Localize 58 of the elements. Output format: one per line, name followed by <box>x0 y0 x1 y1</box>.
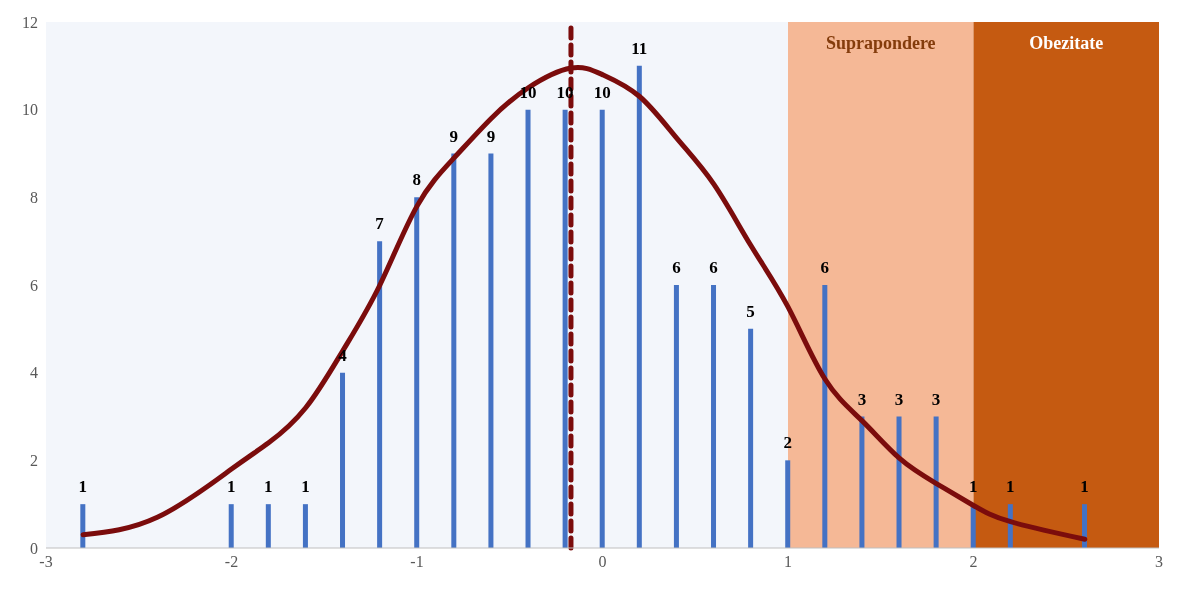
bar <box>228 504 234 548</box>
data-label: 1 <box>226 477 236 497</box>
data-label: 8 <box>412 170 421 190</box>
y-tick-label: 8 <box>30 189 38 207</box>
data-label: 3 <box>931 389 941 409</box>
data-label: 9 <box>449 126 459 146</box>
bar <box>748 328 754 548</box>
bar <box>859 416 865 548</box>
bar <box>302 504 308 548</box>
bar <box>822 285 828 548</box>
bar <box>488 153 494 548</box>
data-label: 4 <box>338 345 348 365</box>
x-tick-label: 1 <box>784 553 792 571</box>
bar <box>785 460 791 548</box>
bar <box>340 372 346 548</box>
x-tick-label: 2 <box>969 553 978 571</box>
x-tick-label: 3 <box>1155 553 1163 571</box>
data-label: 2 <box>783 433 792 453</box>
data-label: 11 <box>631 38 648 58</box>
bar <box>896 416 902 548</box>
bar <box>525 109 531 548</box>
data-label: 5 <box>746 301 755 321</box>
data-label: 1 <box>264 477 273 497</box>
bar <box>599 109 605 548</box>
data-label: 1 <box>301 477 310 497</box>
data-label: 1 <box>1006 477 1015 497</box>
bar <box>933 416 939 548</box>
x-tick-label: -3 <box>39 553 53 571</box>
data-label: 3 <box>857 389 867 409</box>
y-tick-label: 6 <box>30 276 38 294</box>
data-label: 3 <box>894 389 904 409</box>
y-tick-label: 0 <box>30 539 38 557</box>
bar <box>711 285 717 548</box>
bar <box>451 153 457 548</box>
y-tick-label: 4 <box>30 364 38 382</box>
bar <box>265 504 271 548</box>
bar <box>414 197 420 548</box>
data-label: 1 <box>78 477 88 497</box>
x-tick-label: -2 <box>224 553 239 571</box>
y-tick-label: 10 <box>22 101 38 119</box>
data-label: 6 <box>709 258 718 277</box>
y-tick-label: 12 <box>22 13 38 31</box>
bar <box>377 241 383 548</box>
data-label: 6 <box>820 258 830 277</box>
data-label: 9 <box>486 126 496 146</box>
bar <box>673 285 679 548</box>
band-label: Obezitate <box>1029 32 1104 53</box>
x-tick-label: 0 <box>598 553 607 571</box>
data-label: 1 <box>1080 477 1089 497</box>
data-label: 10 <box>556 82 574 102</box>
bar <box>636 65 642 548</box>
data-label: 1 <box>968 477 978 497</box>
data-label: 6 <box>672 258 681 277</box>
y-tick-label: 2 <box>30 452 38 470</box>
data-label: 7 <box>375 214 385 234</box>
x-tick-label: -1 <box>410 553 424 571</box>
band-label: Suprapondere <box>825 32 936 53</box>
data-label: 10 <box>593 82 611 102</box>
